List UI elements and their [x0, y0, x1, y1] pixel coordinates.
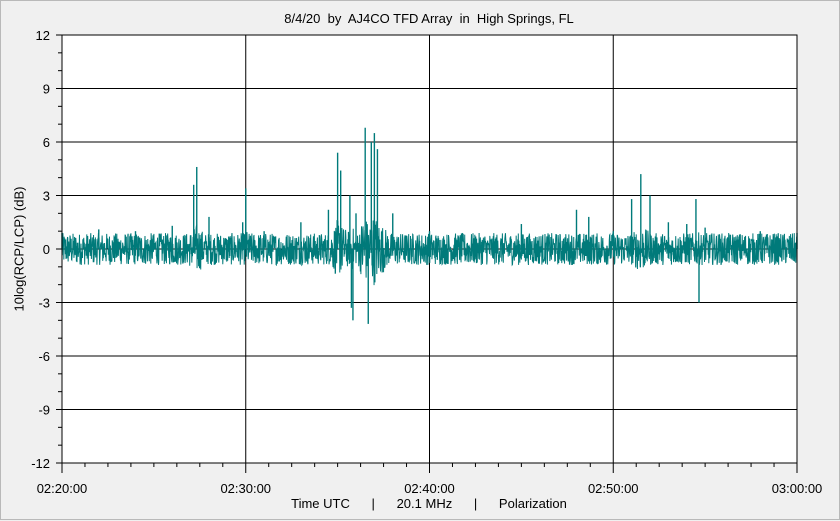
- y-tick-label: -9: [38, 403, 50, 418]
- x-tick-label: 03:00:00: [772, 481, 823, 496]
- x-tick-label: 02:50:00: [588, 481, 639, 496]
- y-tick-label: 9: [43, 82, 50, 97]
- y-tick-label: -3: [38, 296, 50, 311]
- y-tick-label: 3: [43, 189, 50, 204]
- y-tick-label: -12: [31, 456, 50, 471]
- x-tick-label: 02:20:00: [37, 481, 88, 496]
- plot-border: [61, 34, 798, 464]
- y-tick-label: 6: [43, 135, 50, 150]
- y-tick-label: 0: [43, 242, 50, 257]
- y-tick-label: -6: [38, 349, 50, 364]
- chart-title: 8/4/20 by AJ4CO TFD Array in High Spring…: [284, 11, 574, 26]
- x-axis-label: Time UTC | 20.1 MHz | Polarization: [291, 496, 567, 511]
- x-tick-label: 02:40:00: [404, 481, 455, 496]
- x-tick-label: 02:30:00: [220, 481, 271, 496]
- y-tick-label: 12: [36, 28, 50, 43]
